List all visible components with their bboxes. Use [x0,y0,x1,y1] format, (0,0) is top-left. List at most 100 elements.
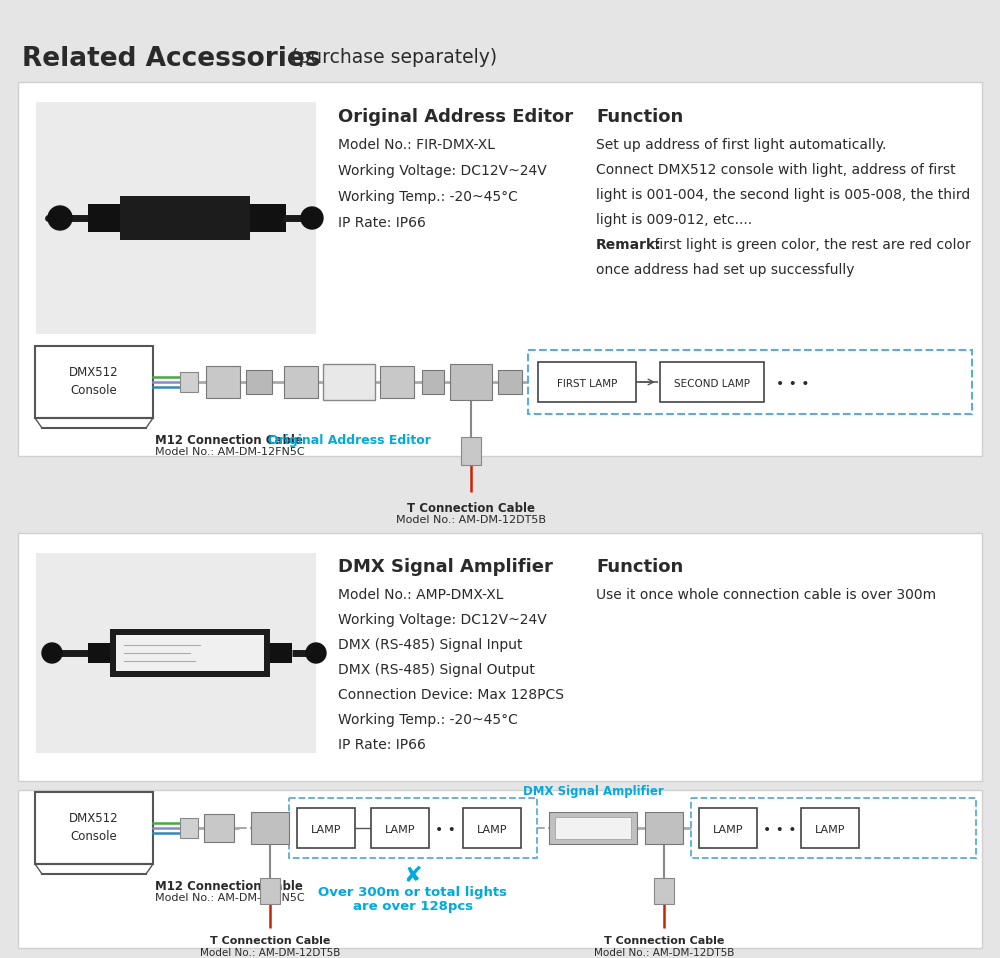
Text: DMX Signal Amplifier: DMX Signal Amplifier [523,785,663,798]
Text: M12 Connection Cable: M12 Connection Cable [155,880,303,893]
Text: Connection Device: Max 128PCS: Connection Device: Max 128PCS [338,688,564,702]
Bar [660,362,764,402]
Circle shape [301,207,323,229]
Bar [18,82,982,456]
Bar [555,817,631,839]
Bar [116,635,264,671]
Bar [35,792,153,864]
Text: Original Address Editor: Original Address Editor [338,108,573,126]
Text: T Connection Cable: T Connection Cable [407,502,535,515]
Circle shape [306,643,326,663]
Bar [538,362,636,402]
Text: Set up address of first light automatically.: Set up address of first light automatica… [596,138,886,152]
Bar [371,808,429,848]
Circle shape [48,206,72,230]
Text: DMX Signal Amplifier: DMX Signal Amplifier [338,558,553,576]
Bar [180,818,198,838]
Text: • • •: • • • [763,823,796,837]
Text: Console: Console [71,830,117,843]
Text: • • •: • • • [776,377,810,391]
Circle shape [42,643,62,663]
Bar [699,808,757,848]
Text: Model No.: AM-DM-12FN5C: Model No.: AM-DM-12FN5C [155,447,305,457]
Bar [549,812,637,844]
Bar [88,204,120,232]
Text: DMX512: DMX512 [69,812,119,825]
Bar [88,643,110,663]
Text: Console: Console [71,384,117,397]
Text: Model No.: AM-DM-12DT5B: Model No.: AM-DM-12DT5B [594,948,734,958]
Bar [297,808,355,848]
Bar [323,364,375,400]
Text: Remark:: Remark: [596,238,662,252]
Bar [270,643,292,663]
Bar [35,346,153,418]
Text: Model No.: AM-DM-12DT5B: Model No.: AM-DM-12DT5B [200,948,340,958]
Bar [461,437,481,465]
Text: IP Rate: IP66: IP Rate: IP66 [338,738,426,752]
Bar [180,372,198,392]
Bar [645,812,683,844]
Bar [450,364,492,400]
Text: first light is green color, the rest are red color: first light is green color, the rest are… [650,238,971,252]
Text: FIRST LAMP: FIRST LAMP [557,379,617,389]
Text: Original Address Editor: Original Address Editor [268,434,430,447]
Text: T Connection Cable: T Connection Cable [604,936,724,946]
Text: light is 009-012, etc....: light is 009-012, etc.... [596,213,752,227]
Text: Use it once whole connection cable is over 300m: Use it once whole connection cable is ov… [596,588,936,602]
Text: Model No.: AM-DM-12DT5B: Model No.: AM-DM-12DT5B [396,515,546,525]
Bar [284,366,318,398]
Text: are over 128pcs: are over 128pcs [353,900,473,913]
Bar [251,812,289,844]
Bar [289,798,537,858]
Bar [691,798,976,858]
Text: SECOND LAMP: SECOND LAMP [674,379,750,389]
Text: DMX512: DMX512 [69,366,119,379]
Text: LAMP: LAMP [385,825,415,835]
Text: Working Voltage: DC12V~24V: Working Voltage: DC12V~24V [338,613,547,627]
Text: Working Temp.: -20~45°C: Working Temp.: -20~45°C [338,713,518,727]
Text: Working Voltage: DC12V~24V: Working Voltage: DC12V~24V [338,164,547,178]
Bar [654,878,674,904]
Bar [204,814,234,842]
Text: LAMP: LAMP [311,825,341,835]
Text: IP Rate: IP66: IP Rate: IP66 [338,216,426,230]
Text: Model No.: AM-DM-12FN5C: Model No.: AM-DM-12FN5C [155,893,305,903]
Bar [36,553,316,753]
Text: Function: Function [596,108,683,126]
Text: ✘: ✘ [404,866,422,886]
Bar [206,366,240,398]
Text: LAMP: LAMP [477,825,507,835]
Text: DMX (RS-485) Signal Output: DMX (RS-485) Signal Output [338,663,535,677]
Bar [36,102,316,334]
Text: (purchase separately): (purchase separately) [285,48,497,67]
Text: DMX (RS-485) Signal Input: DMX (RS-485) Signal Input [338,638,522,652]
Text: LAMP: LAMP [815,825,845,835]
Bar [801,808,859,848]
Text: Related Accessories: Related Accessories [22,46,320,72]
Bar [260,878,280,904]
Bar [18,790,982,948]
Text: Connect DMX512 console with light, address of first: Connect DMX512 console with light, addre… [596,163,956,177]
Text: Working Temp.: -20~45°C: Working Temp.: -20~45°C [338,190,518,204]
Bar [120,196,250,240]
Text: T Connection Cable: T Connection Cable [210,936,330,946]
Bar [110,629,270,677]
Text: Model No.: FIR-DMX-XL: Model No.: FIR-DMX-XL [338,138,495,152]
Bar [380,366,414,398]
Bar [422,370,444,394]
Text: M12 Connection Cable: M12 Connection Cable [155,434,303,447]
Text: light is 001-004, the second light is 005-008, the third: light is 001-004, the second light is 00… [596,188,970,202]
Text: Over 300m or total lights: Over 300m or total lights [318,886,508,899]
Bar [18,533,982,781]
Text: Model No.: AMP-DMX-XL: Model No.: AMP-DMX-XL [338,588,504,602]
Bar [246,370,272,394]
Text: Function: Function [596,558,683,576]
Text: • •: • • [435,823,456,837]
Text: LAMP: LAMP [713,825,743,835]
Bar [498,370,522,394]
Bar [528,350,972,414]
Bar [463,808,521,848]
Bar [250,204,286,232]
Text: once address had set up successfully: once address had set up successfully [596,263,854,277]
